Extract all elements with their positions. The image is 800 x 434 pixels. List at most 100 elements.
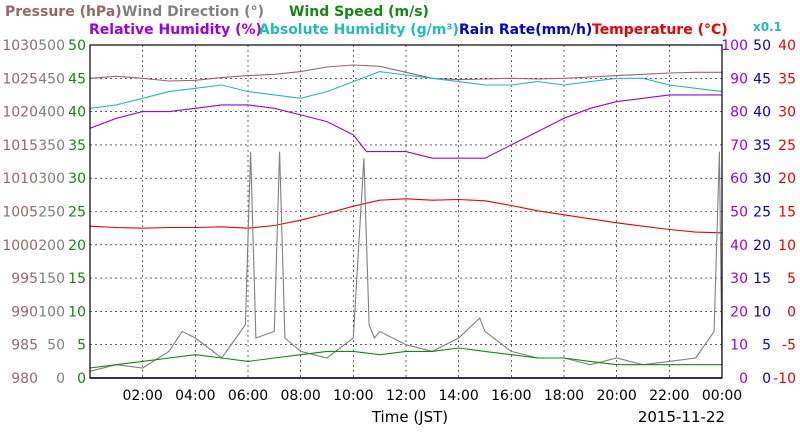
y-tick-temperature: 25 (778, 138, 796, 154)
y-tick-pressure: 995 (11, 271, 38, 287)
y-tick-wind_dir: 300 (38, 171, 65, 187)
y-tick-rain: 15 (753, 271, 771, 287)
x-tick-label: 04:00 (175, 388, 215, 404)
y-tick-wind_speed: 0 (77, 371, 86, 387)
x-tick-label: 06:00 (228, 388, 268, 404)
y-tick-wind_speed: 45 (68, 71, 86, 87)
legend-pressure: Pressure (hPa) (5, 4, 122, 20)
y-tick-rain: 25 (753, 205, 771, 221)
y-tick-wind_speed: 10 (68, 304, 86, 320)
series-humidity-2 (89, 71, 723, 109)
y-tick-pressure: 1010 (2, 171, 38, 187)
y-tick-wind_speed: 25 (68, 205, 86, 221)
y-tick-temperature: 15 (778, 205, 796, 221)
legend-relative-humidity: Relative Humidity (%) (89, 22, 262, 38)
y-tick-wind_speed: 50 (68, 38, 86, 54)
x-tick-label: 08:00 (280, 388, 320, 404)
y-tick-wind_dir: 0 (56, 371, 65, 387)
y-tick-wind_speed: 35 (68, 138, 86, 154)
x-tick-label: 00:00 (702, 388, 742, 404)
y-tick-humidity: 40 (730, 238, 748, 254)
x-tick-label: 12:00 (386, 388, 426, 404)
date-label: 2015-11-22 (638, 408, 725, 426)
y-tick-pressure: 990 (11, 304, 38, 320)
y-tick-rain: 50 (753, 38, 771, 54)
y-tick-wind_dir: 200 (38, 238, 65, 254)
x-tick-label: 14:00 (438, 388, 478, 404)
y-tick-wind_dir: 350 (38, 138, 65, 154)
y-tick-rain: 0 (762, 371, 771, 387)
y-tick-wind_speed: 30 (68, 171, 86, 187)
y-tick-temperature: 35 (778, 71, 796, 87)
y-tick-humidity: 20 (730, 304, 748, 320)
y-tick-humidity: 10 (730, 338, 748, 354)
y-tick-wind_dir: 250 (38, 205, 65, 221)
plot-border (89, 44, 723, 379)
y-tick-pressure: 1025 (2, 71, 38, 87)
y-tick-pressure: 980 (11, 371, 38, 387)
y-tick-rain: 35 (753, 138, 771, 154)
series-wind_dir-4 (89, 151, 723, 372)
x-tick-label: 16:00 (491, 388, 531, 404)
y-tick-rain: 45 (753, 71, 771, 87)
x-tick-label: 02:00 (122, 388, 162, 404)
y-tick-wind_dir: 450 (38, 71, 65, 87)
series-humidity-1 (89, 94, 722, 159)
y-tick-humidity: 60 (730, 171, 748, 187)
y-tick-pressure: 985 (11, 338, 38, 354)
y-tick-wind_dir: 50 (47, 338, 65, 354)
y-tick-pressure: 1015 (2, 138, 38, 154)
series-wind_speed-5 (89, 347, 722, 369)
y-tick-rain: 30 (753, 171, 771, 187)
x-tick-label: 18:00 (544, 388, 584, 404)
legend-temperature: Temperature (°C) (592, 22, 728, 38)
plot-frame (89, 44, 723, 379)
y-tick-wind_dir: 400 (38, 105, 65, 121)
y-tick-wind_speed: 5 (77, 338, 86, 354)
y-tick-pressure: 1000 (2, 238, 38, 254)
y-tick-humidity: 70 (730, 138, 748, 154)
x-tick-label: 22:00 (649, 388, 689, 404)
x-tick-label: 20:00 (596, 388, 636, 404)
y-tick-temperature: 10 (778, 238, 796, 254)
y-tick-temperature: 30 (778, 105, 796, 121)
plot-axes: 9809859909951000100510101015102010251030… (2, 38, 796, 404)
y-tick-humidity: 30 (730, 271, 748, 287)
legend-wind-direction: Wind Direction (°) (122, 4, 264, 20)
chart-legend-header: Pressure (hPa) Wind Direction (°) Wind S… (5, 4, 782, 38)
y-tick-rain: 5 (762, 338, 771, 354)
y-tick-wind_dir: 500 (38, 38, 65, 54)
y-tick-temperature: -5 (782, 338, 796, 354)
y-tick-pressure: 1030 (2, 38, 38, 54)
y-tick-temperature: -10 (773, 371, 796, 387)
legend-rain-rate: Rain Rate(mm/h) (459, 22, 592, 38)
abs-humidity-scale-note: x0.1 (753, 20, 782, 34)
x-tick-label: 10:00 (333, 388, 373, 404)
y-tick-humidity: 0 (739, 371, 748, 387)
y-tick-temperature: 5 (787, 271, 796, 287)
x-axis-label: Time (JST) (371, 408, 448, 426)
y-tick-humidity: 90 (730, 71, 748, 87)
y-tick-humidity: 50 (730, 205, 748, 221)
y-tick-pressure: 1005 (2, 205, 38, 221)
y-tick-rain: 20 (753, 238, 771, 254)
y-tick-wind_speed: 15 (68, 271, 86, 287)
y-tick-wind_speed: 40 (68, 105, 86, 121)
y-tick-wind_speed: 20 (68, 238, 86, 254)
y-tick-temperature: 40 (778, 38, 796, 54)
series-pressure-0 (89, 64, 722, 82)
series-temperature-3 (89, 198, 723, 234)
y-tick-humidity: 80 (730, 105, 748, 121)
plot-grid (90, 45, 722, 378)
y-tick-wind_dir: 100 (38, 304, 65, 320)
y-tick-rain: 40 (753, 105, 771, 121)
legend-wind-speed: Wind Speed (m/s) (289, 4, 429, 20)
y-tick-humidity: 100 (721, 38, 748, 54)
y-tick-pressure: 1020 (2, 105, 38, 121)
y-tick-rain: 10 (753, 304, 771, 320)
y-tick-temperature: 0 (787, 304, 796, 320)
y-tick-wind_dir: 150 (38, 271, 65, 287)
legend-absolute-humidity: Absolute Humidity (g/m³) (259, 22, 459, 38)
y-tick-temperature: 20 (778, 171, 796, 187)
